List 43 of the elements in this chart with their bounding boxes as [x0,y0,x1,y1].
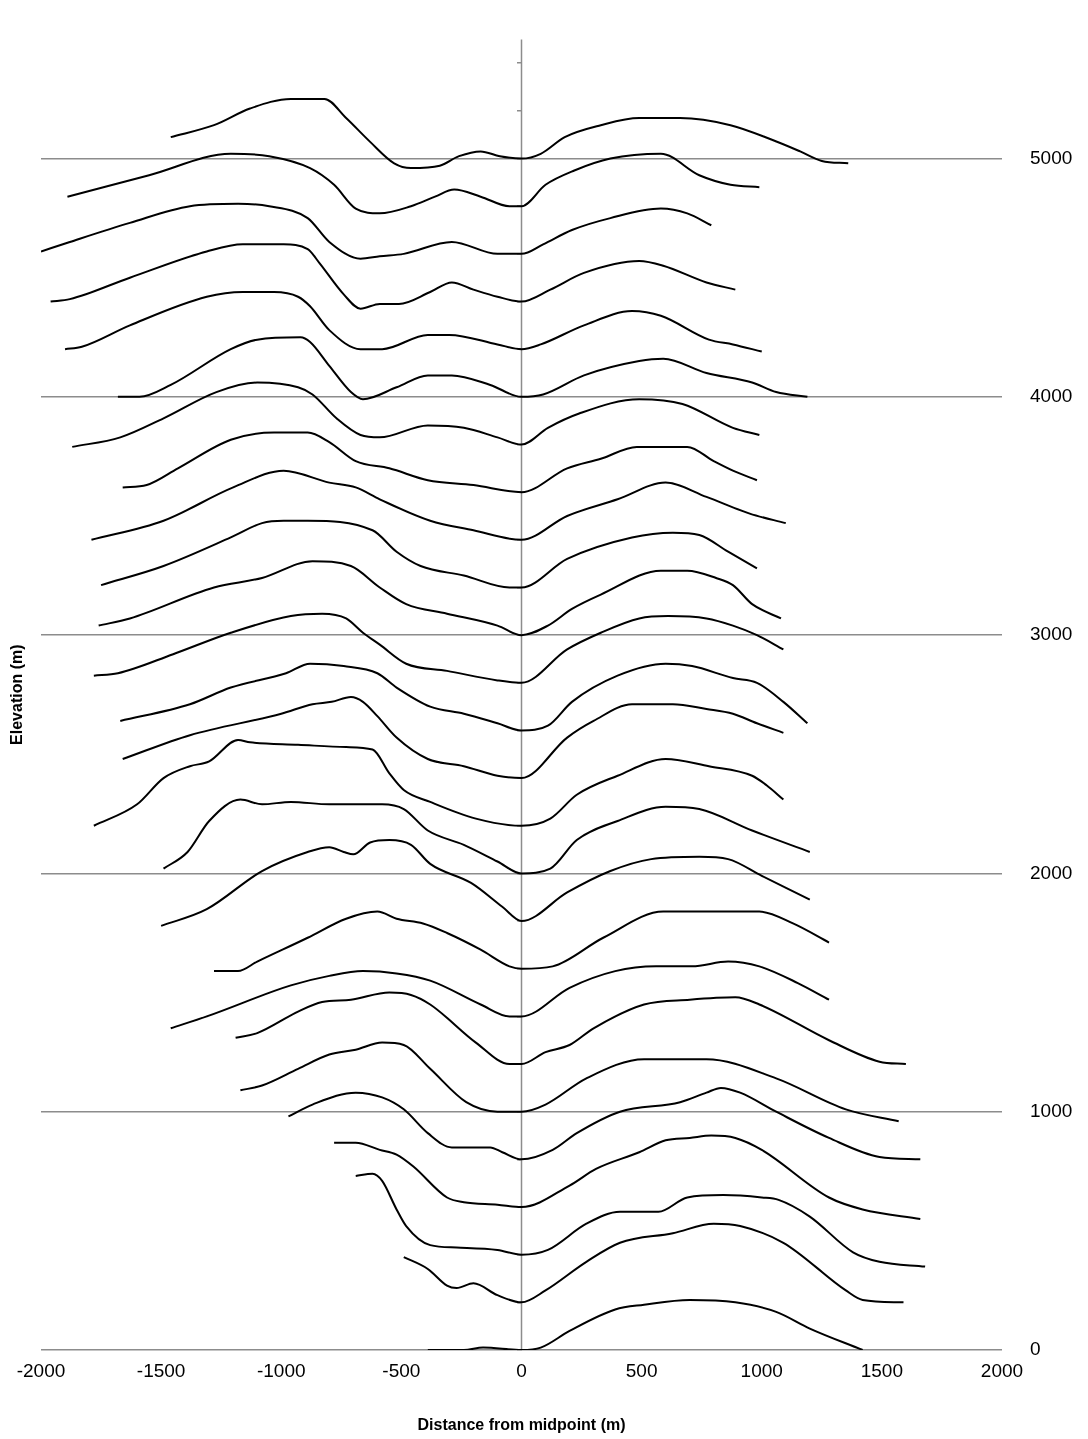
x-tick-label: 500 [625,1359,658,1381]
line-series [160,839,811,927]
x-tick-label: 1000 [740,1359,783,1381]
line-series [64,290,763,353]
line-series [121,696,785,780]
line-series [169,97,850,170]
line-series [402,1222,905,1304]
line-series [426,1298,864,1350]
line-series [169,960,831,1030]
x-tick-label: -2000 [16,1359,66,1381]
line-series [212,910,831,973]
line-series [287,1086,922,1161]
line-series [71,381,761,448]
y-tick-label: 0 [1030,1338,1041,1360]
line-series [354,1172,927,1268]
line-series [119,662,809,732]
line-series [92,612,785,684]
x-tick-label: 0 [516,1359,527,1381]
x-tick-label: -1500 [136,1359,186,1381]
line-series [41,202,713,260]
x-axis-title: Distance from midpoint (m) [417,1415,626,1433]
y-tick-label: 2000 [1030,861,1073,883]
x-tick-label: -1000 [256,1359,306,1381]
y-tick-label: 1000 [1030,1099,1073,1121]
line-series [333,1134,922,1220]
y-tick-label: 4000 [1030,385,1073,407]
x-tick-label: -500 [382,1359,421,1381]
line-series [162,798,811,875]
y-axis-title: Elevation (m) [8,644,26,745]
y-tick-label: 5000 [1030,146,1073,168]
line-series [121,431,758,494]
line-series [90,469,787,541]
line-series [234,991,907,1066]
x-tick-label: 2000 [980,1359,1024,1381]
line-series [239,1041,900,1123]
x-tick-label: 1500 [860,1359,904,1381]
line-series [100,519,758,589]
line-series [49,243,737,310]
line-series [92,738,785,827]
line-series [66,152,761,215]
line-series [116,336,809,401]
y-tick-label: 3000 [1030,623,1073,645]
line-series [97,560,782,637]
